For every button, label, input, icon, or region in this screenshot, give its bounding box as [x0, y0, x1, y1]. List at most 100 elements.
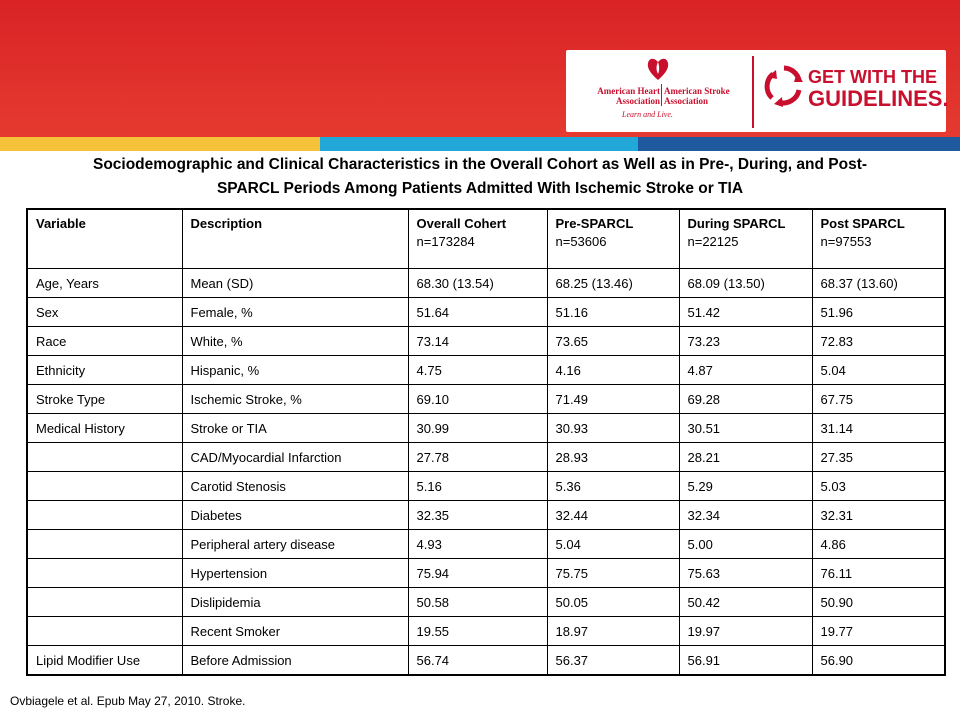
table-row: Race White, % 73.14 73.65 73.23 72.83	[26, 326, 946, 356]
col-header-description: Description	[181, 208, 409, 269]
cell-variable: Stroke Type	[26, 384, 183, 414]
cell-overall: 5.16	[407, 471, 548, 501]
col-n: n=53606	[555, 234, 607, 249]
cell-during-sparcl: 51.42	[678, 297, 813, 327]
cell-pre-sparcl: 75.75	[546, 558, 680, 588]
cell-post-sparcl: 4.86	[811, 529, 946, 559]
table-row: Ethnicity Hispanic, % 4.75 4.16 4.87 5.04	[26, 355, 946, 385]
cell-post-sparcl: 5.04	[811, 355, 946, 385]
cell-pre-sparcl: 71.49	[546, 384, 680, 414]
cell-variable	[26, 500, 183, 530]
table-row: Sex Female, % 51.64 51.16 51.42 51.96	[26, 297, 946, 327]
cell-during-sparcl: 56.91	[678, 645, 813, 676]
cell-pre-sparcl: 30.93	[546, 413, 680, 443]
cell-during-sparcl: 5.29	[678, 471, 813, 501]
stripe-yellow	[0, 137, 320, 151]
col-n: n=173284	[416, 234, 475, 249]
col-name: During SPARCL	[687, 216, 786, 231]
cell-during-sparcl: 5.00	[678, 529, 813, 559]
recycle-arrows-icon	[764, 65, 803, 107]
cell-during-sparcl: 69.28	[678, 384, 813, 414]
table-row: Hypertension 75.94 75.75 75.63 76.11	[26, 558, 946, 588]
cell-variable	[26, 529, 183, 559]
table-row: Age, Years Mean (SD) 68.30 (13.54) 68.25 (1…	[26, 268, 946, 298]
cell-post-sparcl: 67.75	[811, 384, 946, 414]
header-row: Variable Description Overall Cohert n=173…	[26, 208, 946, 269]
cell-post-sparcl: 68.37 (13.60)	[811, 268, 946, 298]
cell-overall: 32.35	[407, 500, 548, 530]
col-header-pre-sparcl: Pre-SPARCL n=53606	[546, 208, 680, 269]
cell-post-sparcl: 19.77	[811, 616, 946, 646]
cell-during-sparcl: 19.97	[678, 616, 813, 646]
cell-pre-sparcl: 18.97	[546, 616, 680, 646]
col-header-post-sparcl: Post SPARCL n=97553	[811, 208, 946, 269]
col-name: Variable	[36, 216, 86, 231]
title-line2: SPARCL Periods Among Patients Admitted W…	[216, 180, 744, 197]
cell-overall: 75.94	[407, 558, 548, 588]
cell-during-sparcl: 73.23	[678, 326, 813, 356]
cell-during-sparcl: 68.09 (13.50)	[678, 268, 813, 298]
logo-panel	[566, 50, 946, 132]
table-row: Diabetes 32.35 32.44 32.34 32.31	[26, 500, 946, 530]
cell-overall: 51.64	[407, 297, 548, 327]
cell-description: Hypertension	[181, 558, 409, 588]
cell-overall: 4.75	[407, 355, 548, 385]
col-n: n=97553	[820, 234, 872, 249]
cell-post-sparcl: 72.83	[811, 326, 946, 356]
heart-torch-icon	[647, 58, 669, 80]
table-row: Carotid Stenosis 5.16 5.36 5.29 5.03	[26, 471, 946, 501]
cell-pre-sparcl: 50.05	[546, 587, 680, 617]
cell-pre-sparcl: 73.65	[546, 326, 680, 356]
table-row: Peripheral artery disease 4.93 5.04 5.00 4.8…	[26, 529, 946, 559]
cell-during-sparcl: 28.21	[678, 442, 813, 472]
cell-variable: Age, Years	[26, 268, 183, 298]
cell-variable	[26, 587, 183, 617]
cell-post-sparcl: 50.90	[811, 587, 946, 617]
table-row: CAD/Myocardial Infarction 27.78 28.93 28.21…	[26, 442, 946, 472]
cell-variable	[26, 558, 183, 588]
cell-description: Carotid Stenosis	[181, 471, 409, 501]
characteristics-table: Variable Description Overall Cohert n=173…	[26, 208, 946, 676]
cell-post-sparcl: 32.31	[811, 500, 946, 530]
stripe-dark-blue	[638, 137, 960, 151]
cell-pre-sparcl: 56.37	[546, 645, 680, 676]
cell-pre-sparcl: 4.16	[546, 355, 680, 385]
cell-post-sparcl: 5.03	[811, 471, 946, 501]
logo-separator	[752, 56, 754, 128]
col-name: Overall Cohert	[416, 216, 507, 231]
aha-asa-logo: American Heart Association American Stro…	[574, 54, 746, 126]
title-line1: Sociodemographic and Clinical Characteri…	[92, 156, 868, 173]
cell-overall: 73.14	[407, 326, 548, 356]
col-header-overall: Overall Cohert n=173284	[407, 208, 548, 269]
cell-post-sparcl: 27.35	[811, 442, 946, 472]
cell-variable: Ethnicity	[26, 355, 183, 385]
cell-pre-sparcl: 5.04	[546, 529, 680, 559]
col-name: Description	[190, 216, 263, 231]
gwtg-line1: GET WITH THE	[808, 67, 937, 87]
cell-overall: 68.30 (13.54)	[407, 268, 548, 298]
cell-description: CAD/Myocardial Infarction	[181, 442, 409, 472]
cell-description: White, %	[181, 326, 409, 356]
stripe-light-blue	[320, 137, 638, 151]
cell-description: Recent Smoker	[181, 616, 409, 646]
cell-pre-sparcl: 51.16	[546, 297, 680, 327]
cell-variable	[26, 471, 183, 501]
cell-description: Hispanic, %	[181, 355, 409, 385]
cell-post-sparcl: 76.11	[811, 558, 946, 588]
cell-overall: 50.58	[407, 587, 548, 617]
cell-overall: 19.55	[407, 616, 548, 646]
table-body: Age, Years Mean (SD) 68.30 (13.54) 68.25 (1…	[26, 268, 946, 676]
cell-pre-sparcl: 28.93	[546, 442, 680, 472]
aha-tagline: Learn and Live.	[622, 110, 673, 119]
cell-overall: 56.74	[407, 645, 548, 676]
table-row: Recent Smoker 19.55 18.97 19.97 19.77	[26, 616, 946, 646]
gwtg-line2: GUIDELINES.	[808, 86, 949, 111]
cell-description: Peripheral artery disease	[181, 529, 409, 559]
col-header-variable: Variable	[26, 208, 183, 269]
cell-description: Before Admission	[181, 645, 409, 676]
cell-description: Ischemic Stroke, %	[181, 384, 409, 414]
asa-org-name: American Stroke Association	[664, 86, 730, 106]
cell-pre-sparcl: 32.44	[546, 500, 680, 530]
cell-overall: 30.99	[407, 413, 548, 443]
cell-pre-sparcl: 68.25 (13.46)	[546, 268, 680, 298]
